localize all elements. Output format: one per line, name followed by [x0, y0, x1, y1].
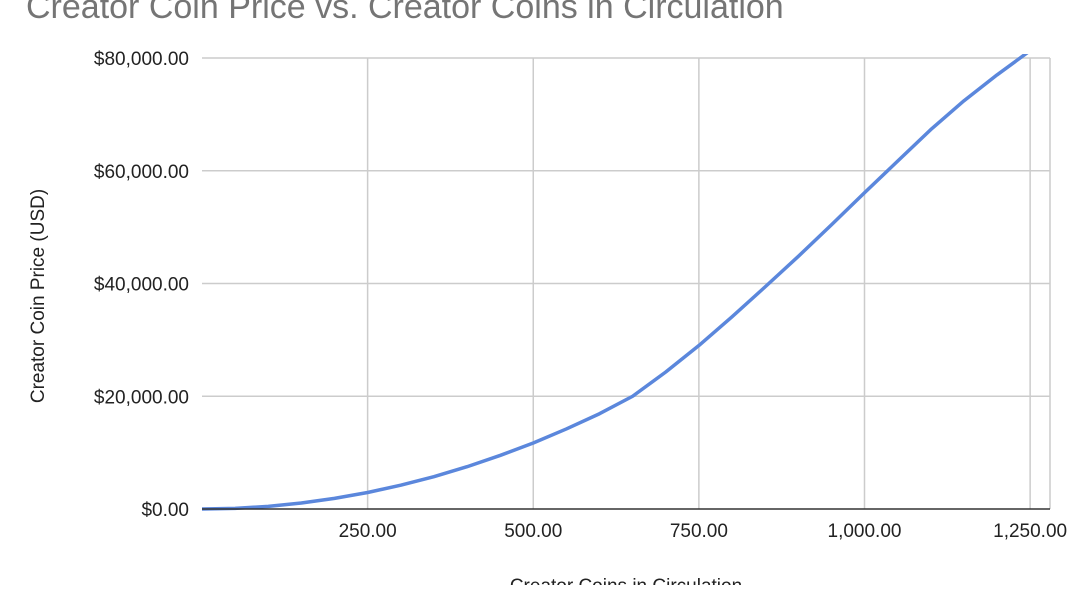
series-line [202, 54, 1029, 511]
y-tick-label: $40,000.00 [94, 275, 189, 296]
x-tick-label: 500.00 [504, 521, 562, 542]
series-layer [202, 54, 1029, 511]
x-tick-label: 1,000.00 [828, 521, 902, 542]
x-tick-label: 1,250.00 [993, 521, 1067, 542]
y-axis-title: Creator Coin Price (USD) [28, 189, 49, 403]
y-axis-ticks: $0.00 $20,000.00 $40,000.00 $60,000.00 $80,0… [94, 49, 189, 521]
y-tick-label: $20,000.00 [94, 387, 189, 408]
y-tick-label: $80,000.00 [94, 49, 189, 70]
x-tick-label: 250.00 [339, 521, 397, 542]
x-axis-ticks: 250.00 500.00 750.00 1,000.00 1,250.00 [339, 521, 1068, 542]
y-tick-label: $60,000.00 [94, 162, 189, 183]
x-tick-label: 750.00 [670, 521, 728, 542]
y-tick-label: $0.00 [141, 500, 189, 521]
grid [202, 57, 1051, 509]
chart-title: Creator Coin Price vs. Creator Coins in … [26, 0, 784, 26]
x-axis-title: Creator Coins in Circulation [510, 576, 742, 585]
